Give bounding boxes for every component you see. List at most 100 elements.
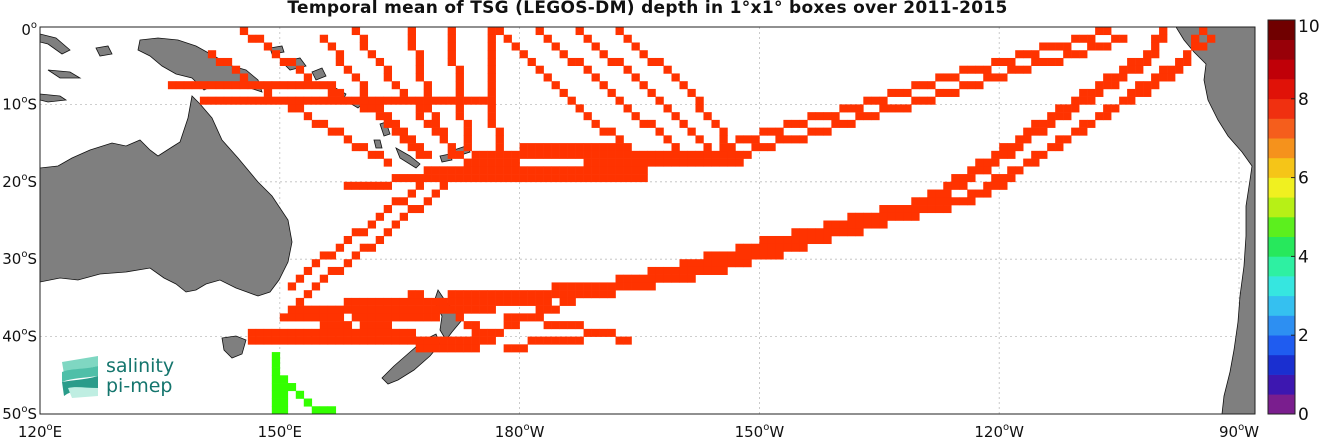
depth-cell [407,143,416,152]
depth-cell [423,197,432,206]
depth-cell [903,205,912,214]
depth-cell [511,166,520,175]
depth-cell [383,119,393,128]
depth-cell [1039,57,1048,66]
depth-cell [479,290,488,299]
depth-cell [343,297,353,306]
depth-cell [1175,57,1184,66]
depth-cell [607,290,616,299]
depth-cell [1071,96,1080,105]
depth-cell [295,104,305,113]
depth-cell [319,336,329,345]
depth-cell [375,212,385,221]
depth-cell [487,50,496,59]
depth-cell [415,96,424,105]
depth-cell [423,305,432,314]
depth-cell [375,235,385,245]
depth-cell [303,81,313,90]
depth-cell [447,143,456,152]
depth-cell [551,166,560,175]
depth-cell [279,81,289,90]
depth-cell [807,228,816,237]
depth-cell [727,259,736,268]
depth-cell [191,81,201,90]
depth-cell [495,174,504,183]
depth-cell [255,336,265,345]
depth-cell [495,150,504,159]
depth-cell [543,336,552,345]
depth-cell [871,220,880,229]
depth-cell [815,228,824,237]
depth-cell [487,27,496,36]
depth-cell [479,305,488,314]
depth-cell [991,174,1000,183]
depth-cell [743,259,752,268]
depth-cell [591,158,600,167]
depth-cell [503,321,512,330]
depth-cell [959,197,968,206]
depth-cell [831,119,840,128]
depth-cell [1119,96,1128,105]
depth-cell [247,96,257,105]
depth-cell [767,127,776,136]
depth-cell [527,166,536,175]
depth-cell [615,158,624,167]
depth-cell [487,297,496,306]
depth-cell [687,88,696,97]
depth-cell [231,65,241,74]
depth-cell [623,158,632,167]
depth-cell [415,104,424,113]
depth-cell [855,220,864,229]
depth-cell [551,290,560,299]
depth-cell [1063,135,1072,144]
depth-cell [447,336,456,345]
depth-cell [1031,119,1040,128]
depth-cell [271,81,281,90]
depth-cell [655,158,664,167]
depth-cell [1063,112,1072,121]
depth-cell [983,73,992,82]
depth-cell [535,27,544,36]
depth-cell [495,290,504,299]
depth-cell [359,243,369,252]
depth-cell [871,96,880,105]
depth-cell [319,251,329,260]
depth-cell [479,158,488,167]
depth-cell-green [279,375,289,384]
depth-cell [839,104,848,113]
y-tick-label: 50oS [2,404,37,423]
depth-cell [559,150,568,159]
depth-cell [623,166,632,175]
depth-cell [1159,73,1168,82]
depth-cell [951,197,960,206]
depth-cell [983,189,992,198]
colorbar-swatch [1268,354,1295,375]
depth-cell [799,235,808,245]
depth-cell [807,235,816,245]
depth-cell [615,96,624,105]
depth-cell [303,290,313,299]
depth-cell [463,119,472,128]
depth-cell [287,81,297,90]
depth-cell [703,259,712,268]
depth-cell [359,42,369,51]
depth-cell [503,344,512,353]
depth-cell [407,34,416,43]
depth-cell [287,313,297,322]
depth-cell [1103,73,1112,82]
depth-cell [919,81,928,90]
depth-cell [423,150,432,159]
depth-cell [895,212,904,221]
depth-cell [719,158,728,167]
depth-cell [495,158,504,167]
depth-cell [575,150,584,159]
depth-cell [895,205,904,214]
depth-cell [719,259,728,268]
depth-cell [607,127,616,136]
depth-cell [727,158,736,167]
depth-cell [695,259,704,268]
depth-cell [487,150,496,159]
depth-cell [463,336,472,345]
depth-cell [471,290,480,299]
depth-cell [1031,57,1040,66]
